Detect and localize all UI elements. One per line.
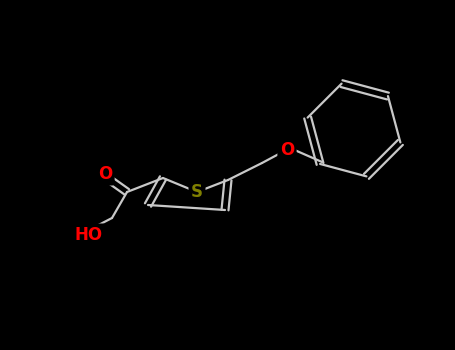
Text: O: O [280, 141, 294, 159]
Text: HO: HO [75, 226, 103, 244]
Text: O: O [98, 165, 112, 183]
Text: S: S [191, 183, 203, 201]
